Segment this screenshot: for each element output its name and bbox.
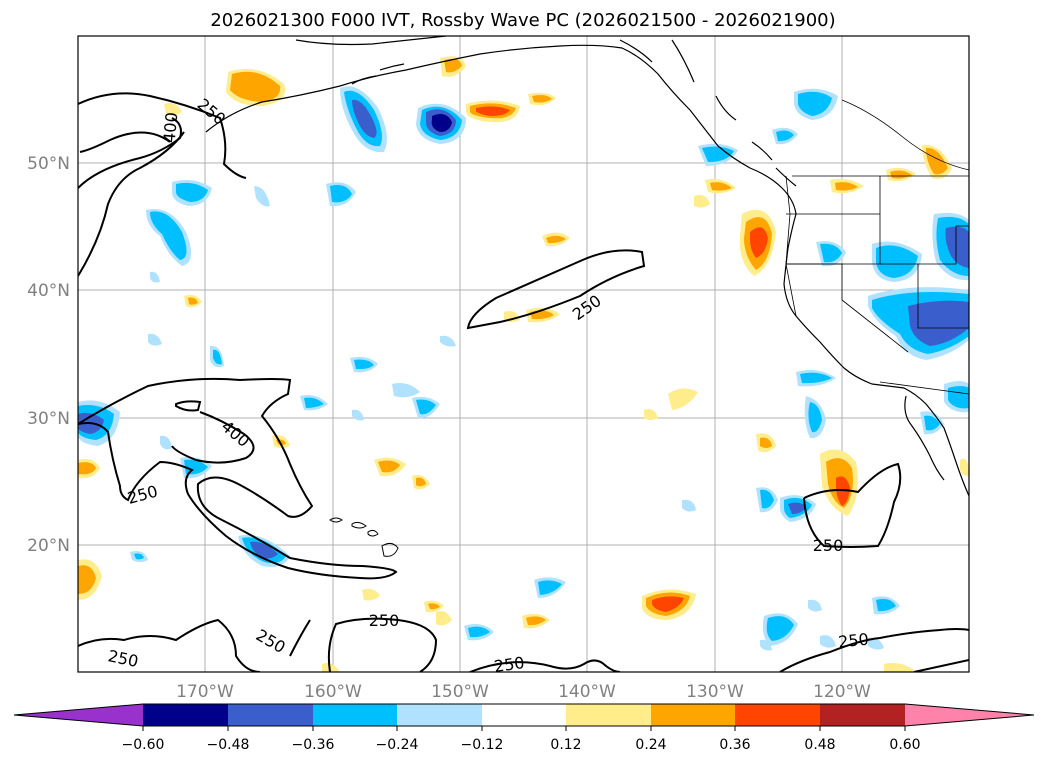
- colorbar-segment-neutral: [482, 704, 566, 726]
- hawaiian-islands: [329, 517, 399, 557]
- ivt-contours: [78, 92, 969, 672]
- contour-250-south-mid: [289, 619, 311, 657]
- contour-250-north: [78, 92, 247, 179]
- contour-250-corner: [913, 659, 969, 672]
- colorbar-tick-label: 0.60: [889, 737, 920, 753]
- pc-anomaly-shading: [78, 56, 969, 672]
- us-mexico-border: [879, 381, 969, 395]
- political-boundaries: [785, 99, 969, 395]
- contour-label-250-southeast: 250: [837, 629, 869, 651]
- canada-internal-border: [841, 99, 969, 171]
- coastlines: [205, 36, 969, 497]
- aleutian-islands: [351, 63, 405, 85]
- colorbar-tick-label: 0.36: [719, 737, 750, 753]
- colorbar-tick-label: 0.12: [550, 737, 581, 753]
- colorbar-tick-label: −0.60: [122, 737, 165, 753]
- contour-250-east: [803, 462, 902, 548]
- colorbar-segment-pos-048: [820, 704, 905, 726]
- negative-anomaly: [78, 86, 969, 651]
- contour-400-small: [175, 400, 202, 412]
- colorbar-extend-max: [905, 704, 1034, 726]
- contour-250-south-left: [78, 618, 261, 672]
- contour-label-250-south-inner: 250: [369, 611, 400, 630]
- latitude-labels: 50°N 40°N 30°N 20°N: [27, 154, 70, 556]
- colorbar-segment-pos-036: [735, 704, 820, 726]
- lon-label-130w: 130°W: [686, 682, 744, 702]
- contour-250-south-inner: [327, 617, 438, 672]
- alaska-panhandle-islands: [619, 39, 737, 121]
- lon-label-120w: 120°W: [813, 682, 871, 702]
- colorbar-tick-label: −0.24: [376, 737, 419, 753]
- positive-anomaly: [78, 56, 969, 672]
- map-panel: 400 250 250 400 250 250 250 250 250 250 …: [77, 35, 970, 676]
- contour-250-central: [466, 249, 646, 330]
- colorbar-segment-neg-024: [397, 704, 482, 726]
- colorbar-tick-label: 0.48: [804, 737, 835, 753]
- colorbar-tick-label: −0.12: [461, 737, 504, 753]
- longitude-labels: 170°W 160°W 150°W 140°W 130°W 120°W: [176, 682, 871, 702]
- contour-label-250-south-right: 250: [493, 653, 526, 676]
- lat-label-20n: 20°N: [27, 536, 70, 556]
- contour-400-north: [78, 117, 182, 189]
- pacific-states-outline: [785, 175, 797, 317]
- baja-coastline: [904, 395, 945, 481]
- colorbar-tick-label: −0.48: [207, 737, 250, 753]
- colorbar-extend-min: [14, 704, 143, 726]
- lat-label-40n: 40°N: [27, 281, 70, 301]
- lat-label-30n: 30°N: [27, 409, 70, 429]
- contour-250-southeast: [779, 628, 969, 672]
- colorbar-ticks: [142, 726, 906, 731]
- lon-label-140w: 140°W: [558, 682, 616, 702]
- contour-250-southwest: [78, 377, 398, 580]
- colorbar-segment-neg-048: [228, 704, 313, 726]
- map-background: [78, 36, 969, 672]
- north-america-coastline: [205, 44, 969, 497]
- contour-400-southwest: [171, 411, 255, 464]
- us-state-borders-west: [786, 225, 969, 353]
- colorbar-segment-neg-060: [143, 704, 228, 726]
- colorbar-segment-pos-012: [566, 704, 651, 726]
- contour-250-northwest: [78, 131, 185, 277]
- map-title: 2026021300 F000 IVT, Rossby Wave PC (202…: [210, 10, 835, 31]
- contour-250-south-right: [469, 659, 621, 672]
- lon-label-170w: 170°W: [176, 682, 234, 702]
- colorbar-tick-label: 0.24: [635, 737, 666, 753]
- colorbar-tick-label: −0.36: [292, 737, 335, 753]
- contour-label-400-north: 400: [160, 111, 182, 143]
- colorbar: −0.60 −0.48 −0.36 −0.24 −0.12 0.12 0.24 …: [13, 703, 1035, 753]
- alaska-north-coastline: [295, 36, 447, 46]
- colorbar-segment-pos-024: [651, 704, 735, 726]
- lon-label-160w: 160°W: [304, 682, 362, 702]
- lat-label-50n: 50°N: [27, 154, 70, 174]
- contour-label-250-east: 250: [813, 536, 844, 555]
- lon-label-150w: 150°W: [431, 682, 489, 702]
- colorbar-segment-neg-036: [313, 704, 397, 726]
- map-frame: [77, 35, 970, 673]
- gridlines: [78, 36, 969, 672]
